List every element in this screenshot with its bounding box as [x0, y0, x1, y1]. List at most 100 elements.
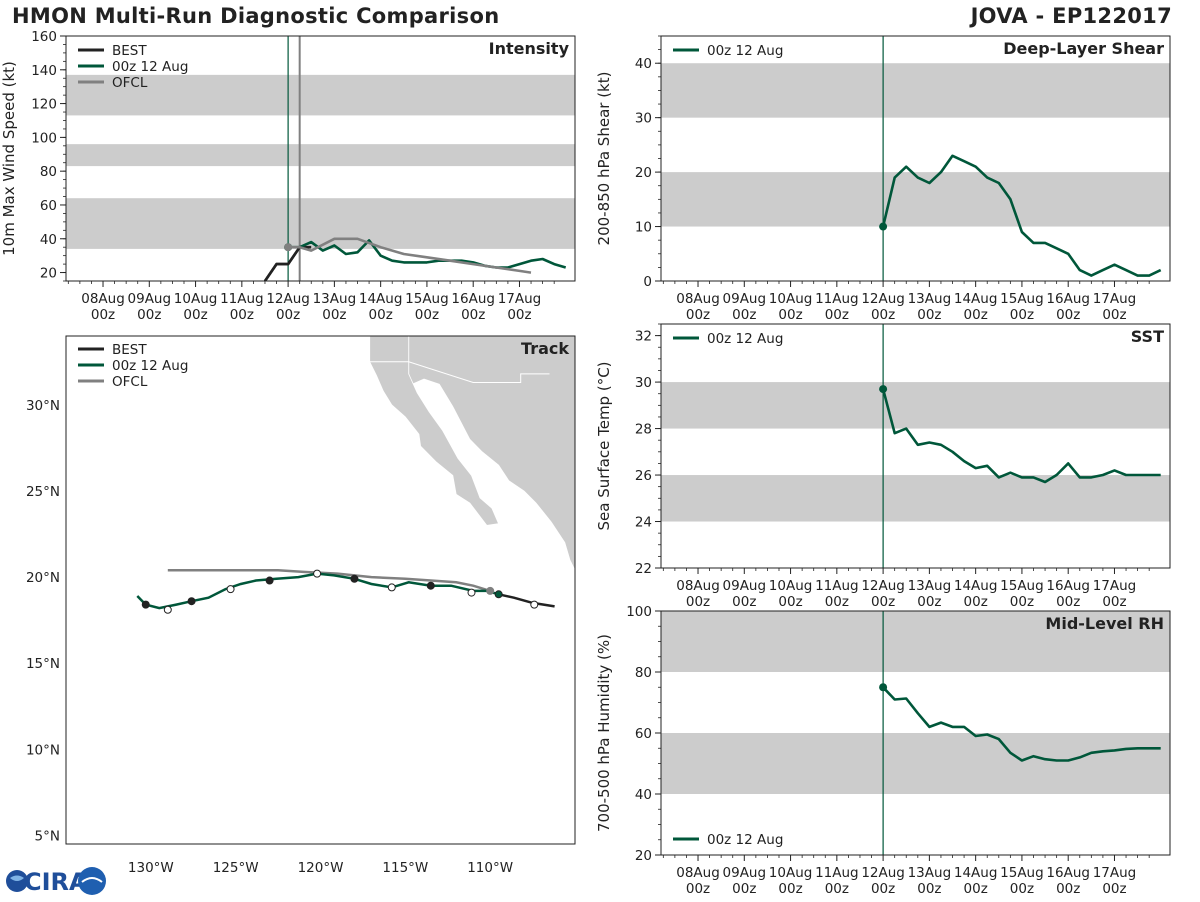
- x-tick-label-hour: 00z: [1010, 594, 1034, 610]
- y-tick-label: 100: [626, 604, 652, 620]
- x-tick-label-hour: 00z: [917, 307, 941, 323]
- y-axis-label: 10m Max Wind Speed (kt): [0, 61, 18, 256]
- x-tick-label-hour: 00z: [1056, 881, 1080, 897]
- series-start-marker: [284, 243, 293, 252]
- chart-shear: 01020304008Aug00z09Aug00z10Aug00z11Aug00…: [595, 35, 1171, 323]
- x-tick-label-hour: 00z: [461, 307, 485, 323]
- legend-label: 00z 12 Aug: [707, 331, 783, 347]
- shaded-band: [66, 74, 575, 116]
- x-tick-label-hour: 00z: [1056, 307, 1080, 323]
- y-axis-label: 200-850 hPa Shear (kt): [595, 72, 613, 246]
- x-tick-label-hour: 00z: [964, 594, 988, 610]
- x-tick-label-hour: 00z: [871, 594, 895, 610]
- x-tick-label-hour: 00z: [825, 307, 849, 323]
- panel-title: Intensity: [489, 39, 570, 58]
- y-tick-label: 24: [635, 515, 652, 531]
- lon-tick-label: 130°W: [128, 860, 174, 876]
- x-tick-label-day: 08Aug: [676, 291, 720, 307]
- chart-intensity: 2040608010012014016008Aug00z09Aug00z10Au…: [0, 29, 576, 323]
- x-tick-label-day: 13Aug: [908, 865, 952, 881]
- x-tick-label-hour: 00z: [1102, 307, 1126, 323]
- best-position-marker: [530, 600, 539, 609]
- plot-area: [661, 324, 1170, 568]
- x-tick-label-hour: 00z: [183, 307, 207, 323]
- track-position-marker: [141, 600, 150, 609]
- y-tick-label: 30: [635, 375, 652, 391]
- x-tick-label-day: 12Aug: [861, 865, 905, 881]
- x-tick-label-day: 16Aug: [1046, 865, 1090, 881]
- x-tick-label-day: 11Aug: [815, 578, 859, 594]
- lat-tick-label: 15°N: [26, 656, 60, 672]
- y-tick-label: 40: [40, 232, 57, 248]
- panel-title: Track: [521, 339, 569, 358]
- y-tick-label: 60: [635, 726, 652, 742]
- series-line-00z-12-aug: [881, 388, 1161, 484]
- x-tick-label-hour: 00z: [871, 881, 895, 897]
- legend-label: 00z 12 Aug: [707, 43, 783, 59]
- x-tick-label-day: 16Aug: [1046, 291, 1090, 307]
- x-tick-label-hour: 00z: [917, 594, 941, 610]
- track-position-marker: [467, 588, 476, 597]
- x-tick-label-hour: 00z: [686, 881, 710, 897]
- baja-california: [369, 336, 500, 526]
- shaded-band: [661, 733, 1170, 794]
- x-tick-label-day: 17Aug: [1093, 291, 1137, 307]
- x-tick-label-day: 16Aug: [451, 291, 495, 307]
- shaded-band: [66, 144, 575, 167]
- y-tick-label: 40: [635, 56, 652, 72]
- x-tick-label-day: 11Aug: [815, 291, 859, 307]
- chart-rh: 2040608010008Aug00z09Aug00z10Aug00z11Aug…: [595, 604, 1171, 897]
- plot-area: [661, 36, 1170, 281]
- x-tick-label-day: 17Aug: [1093, 578, 1137, 594]
- y-tick-label: 20: [40, 266, 57, 282]
- lat-tick-label: 10°N: [26, 742, 60, 758]
- map-frame: [65, 335, 576, 845]
- x-tick-label-hour: 00z: [964, 307, 988, 323]
- lon-tick-label: 110°W: [467, 860, 513, 876]
- chart-track: 130°W 125°W 120°W 115°W 110°W 5°N 10°N 15°N 20°N…: [26, 335, 576, 876]
- x-tick-label-day: 08Aug: [676, 865, 720, 881]
- x-tick-label-hour: 00z: [778, 307, 802, 323]
- x-tick-label-hour: 00z: [686, 594, 710, 610]
- x-tick-label-day: 13Aug: [313, 291, 357, 307]
- plot-frame: [65, 35, 576, 282]
- lon-tick-label: 125°W: [213, 860, 259, 876]
- series-line-00z-12-aug: [288, 239, 567, 269]
- x-tick-label-hour: 00z: [732, 594, 756, 610]
- legend-label: 00z 12 Aug: [112, 59, 188, 75]
- track-position-marker: [350, 574, 359, 583]
- x-tick-label-day: 08Aug: [81, 291, 125, 307]
- x-tick-label-hour: 00z: [825, 881, 849, 897]
- x-tick-label-hour: 00z: [322, 307, 346, 323]
- x-tick-label-hour: 00z: [1102, 881, 1126, 897]
- y-tick-label: 100: [31, 130, 57, 146]
- y-tick-label: 10: [635, 220, 652, 236]
- y-tick-label: 28: [635, 422, 652, 438]
- x-tick-label-hour: 00z: [369, 307, 393, 323]
- track-position-marker: [226, 585, 235, 594]
- x-tick-label-hour: 00z: [686, 307, 710, 323]
- y-tick-label: 80: [635, 665, 652, 681]
- panel-title: Deep-Layer Shear: [1003, 39, 1164, 58]
- x-tick-label-day: 10Aug: [769, 865, 813, 881]
- ofcl-track-line: [167, 568, 491, 593]
- x-tick-label-day: 17Aug: [1093, 865, 1137, 881]
- series-line-00z-12-aug: [882, 686, 1161, 762]
- x-tick-label-hour: 00z: [778, 881, 802, 897]
- x-tick-label-hour: 00z: [917, 881, 941, 897]
- x-tick-label-hour: 00z: [507, 307, 531, 323]
- x-tick-label-day: 16Aug: [1046, 578, 1090, 594]
- x-tick-label-hour: 00z: [732, 307, 756, 323]
- x-tick-label-day: 09Aug: [128, 291, 172, 307]
- lat-tick-label: 25°N: [26, 484, 60, 500]
- shaded-band: [661, 611, 1170, 672]
- x-tick-label-day: 13Aug: [908, 578, 952, 594]
- x-tick-label-hour: 00z: [230, 307, 254, 323]
- track-position-marker: [265, 576, 274, 585]
- y-tick-label: 32: [635, 329, 652, 345]
- x-tick-label-day: 15Aug: [405, 291, 449, 307]
- series-line-ofcl: [288, 237, 532, 274]
- x-tick-label-hour: 00z: [825, 594, 849, 610]
- track-position-marker: [426, 581, 435, 590]
